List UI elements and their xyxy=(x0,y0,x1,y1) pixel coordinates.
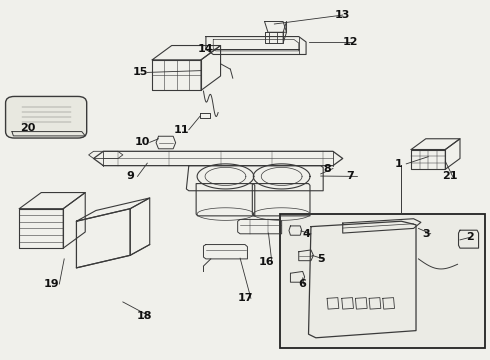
Text: 18: 18 xyxy=(137,311,152,321)
Text: 11: 11 xyxy=(174,125,189,135)
Text: 21: 21 xyxy=(442,171,458,181)
Text: 12: 12 xyxy=(343,37,358,47)
Text: 15: 15 xyxy=(132,67,147,77)
Text: 16: 16 xyxy=(259,257,275,267)
Text: 2: 2 xyxy=(466,232,474,242)
Text: 19: 19 xyxy=(44,279,60,289)
FancyBboxPatch shape xyxy=(5,96,87,138)
Text: 4: 4 xyxy=(302,229,310,239)
Text: 14: 14 xyxy=(198,44,214,54)
Text: 13: 13 xyxy=(335,10,350,20)
Text: 1: 1 xyxy=(395,159,403,169)
Text: 8: 8 xyxy=(323,163,331,174)
Text: 6: 6 xyxy=(298,279,306,289)
Text: 5: 5 xyxy=(317,254,324,264)
Text: 20: 20 xyxy=(20,123,35,133)
Text: 3: 3 xyxy=(422,229,430,239)
Text: 7: 7 xyxy=(346,171,354,181)
Text: 10: 10 xyxy=(135,138,150,147)
Text: 9: 9 xyxy=(126,171,134,181)
Bar xyxy=(280,214,486,348)
Text: 17: 17 xyxy=(237,293,253,303)
